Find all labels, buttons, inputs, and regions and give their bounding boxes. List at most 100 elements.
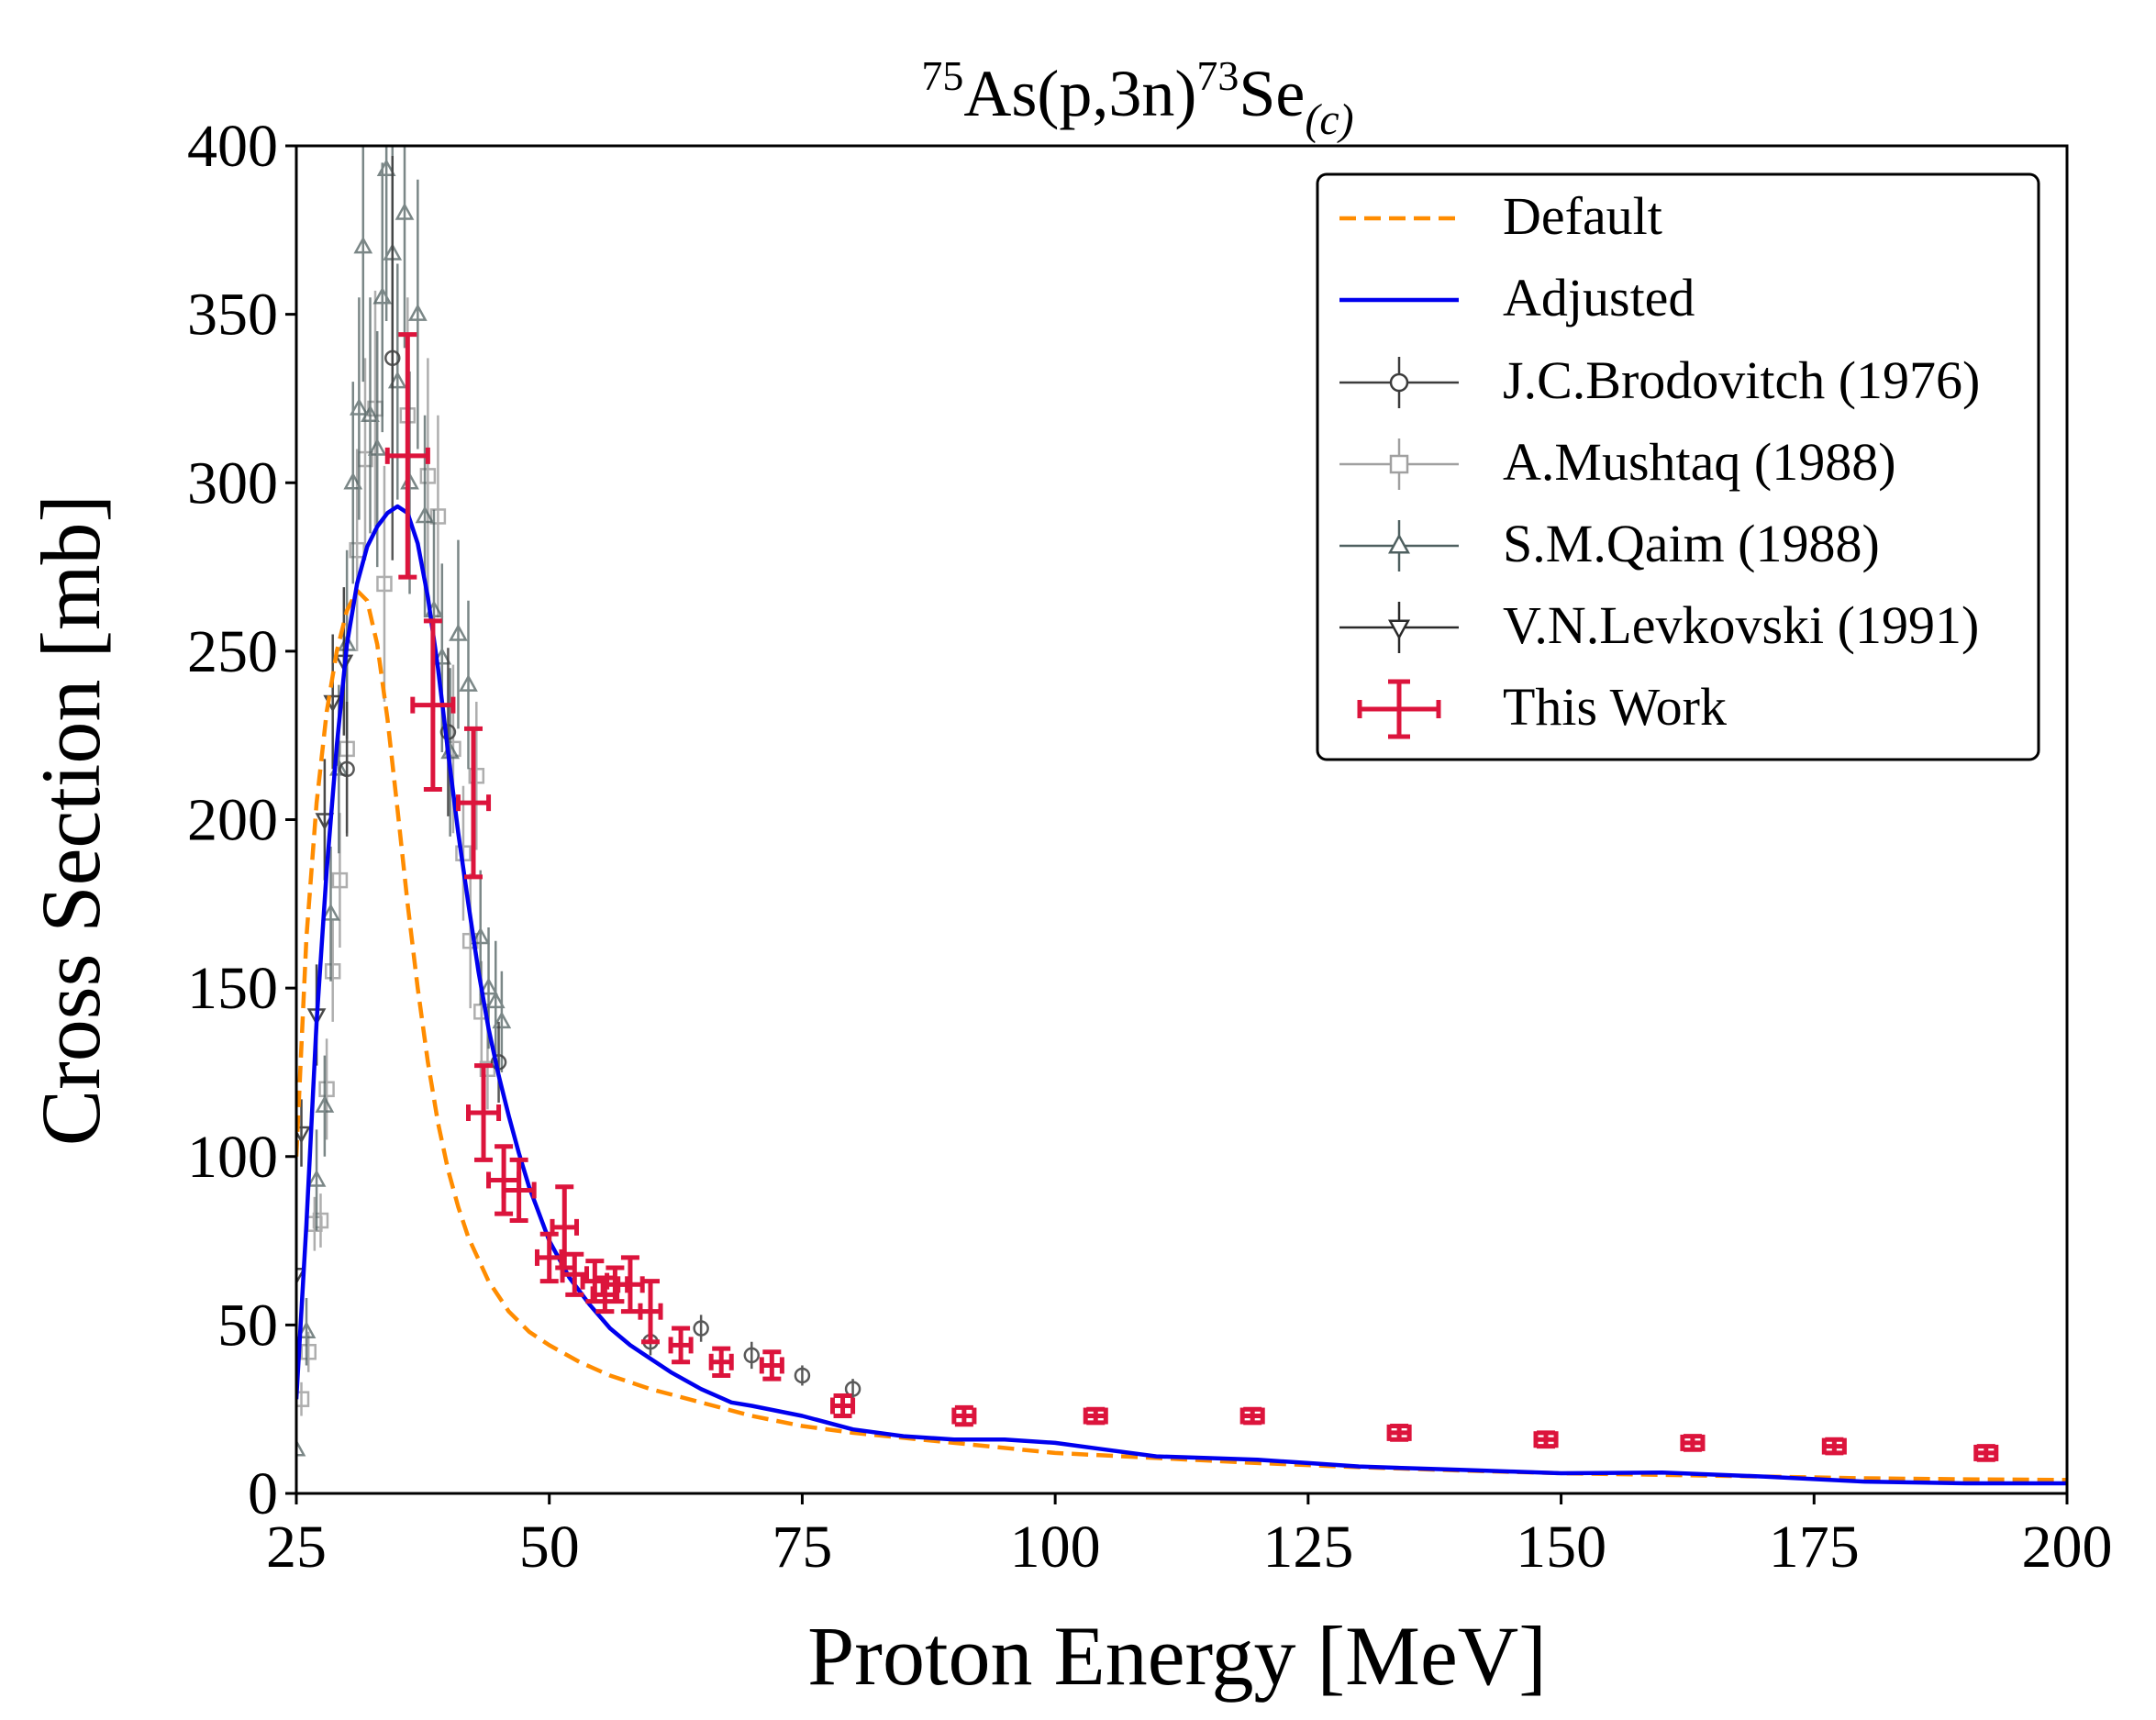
y-tick-label: 150 <box>187 955 278 1022</box>
brodovitch-point <box>384 350 401 367</box>
thiswork-point <box>455 726 492 880</box>
legend-label-adjusted: Adjusted <box>1503 268 1695 327</box>
legend-label-brodovitch: J.C.Brodovitch (1976) <box>1503 350 1980 410</box>
mushtaq-point <box>318 1081 335 1098</box>
thiswork-point <box>708 1346 734 1378</box>
thiswork-point <box>616 1255 645 1315</box>
qaim-point <box>306 1169 327 1187</box>
mushtaq-point <box>331 871 349 889</box>
legend-marker-mushtaq <box>1389 454 1409 474</box>
thiswork-point <box>830 1393 856 1419</box>
legend-marker-levkovski <box>1387 619 1411 640</box>
qaim-point <box>449 623 468 641</box>
y-tick-label: 250 <box>187 618 278 685</box>
chart-title: 75As(p,3n)73Se(c) <box>921 52 1353 144</box>
thiswork-point <box>1821 1437 1847 1456</box>
thiswork-point <box>1239 1406 1265 1426</box>
brodovitch-point <box>794 1367 811 1384</box>
y-tick-label: 100 <box>187 1124 278 1191</box>
qaim-point <box>395 202 415 220</box>
qaim-point <box>376 159 396 176</box>
mushtaq-point <box>300 1344 317 1360</box>
axes-ticks: 25 50 75 100 125 150 175 200 0 50 100 150 200 250 300 3… <box>187 113 2113 1581</box>
qaim-point <box>353 236 373 254</box>
x-tick-label: 175 <box>1769 1514 1860 1581</box>
mushtaq-point <box>312 1212 329 1229</box>
levkovski-point <box>296 1268 306 1285</box>
qaim-point <box>479 977 498 995</box>
thiswork-point <box>1973 1444 1999 1462</box>
legend-marker-brodovitch <box>1389 372 1409 393</box>
thiswork-point <box>410 618 456 792</box>
y-axis-label: Cross Section [mb] <box>24 494 117 1146</box>
thiswork-point <box>668 1326 694 1365</box>
thiswork-point <box>486 1144 522 1216</box>
curve-default <box>296 588 2067 1482</box>
legend-label-levkovski: V.N.Levkovski (1991) <box>1503 595 1979 655</box>
legend-swatch-thiswork <box>1357 679 1441 739</box>
brodovitch-point <box>693 1320 709 1337</box>
series-thiswork <box>384 332 1999 1462</box>
qaim-point <box>361 405 380 423</box>
series-brodovitch <box>339 156 861 1400</box>
qaim-point <box>350 397 369 416</box>
y-tick-label: 400 <box>187 113 278 180</box>
curve-adjusted <box>296 504 2067 1486</box>
mushtaq-point <box>296 1391 310 1407</box>
mushtaq-point <box>429 508 447 525</box>
y-tick-label: 300 <box>187 449 278 516</box>
plot-area <box>296 146 2067 1486</box>
legend-label-mushtaq: A.Mushtaq (1988) <box>1503 432 1896 492</box>
qaim-point <box>459 674 478 692</box>
x-tick-label: 100 <box>1010 1514 1101 1581</box>
brodovitch-point <box>339 760 355 778</box>
qaim-point <box>315 1095 335 1113</box>
y-tick-label: 50 <box>217 1292 278 1359</box>
levkovski-point <box>315 813 335 831</box>
qaim-point <box>471 927 491 945</box>
legend-label-qaim: S.M.Qaim (1988) <box>1503 514 1880 573</box>
thiswork-point <box>501 1157 537 1224</box>
thiswork-point <box>384 332 430 580</box>
legend-box <box>1316 172 2040 761</box>
brodovitch-point <box>743 1347 761 1364</box>
y-tick-label: 0 <box>248 1460 278 1527</box>
mushtaq-point <box>349 541 365 559</box>
thiswork-point <box>1680 1434 1706 1452</box>
qaim-point <box>387 371 407 389</box>
legend-label-thiswork: This Work <box>1503 677 1727 737</box>
qaim-point <box>296 1438 306 1457</box>
x-axis-label: Proton Energy [MeV] <box>807 1609 1547 1703</box>
legend: Default Adjusted J.C.Brodovitch (1976) A… <box>1316 172 2040 761</box>
x-tick-label: 125 <box>1262 1514 1353 1581</box>
qaim-point <box>492 1011 512 1029</box>
legend-marker-qaim <box>1387 533 1411 554</box>
qaim-point <box>321 903 340 921</box>
x-tick-label: 50 <box>519 1514 580 1581</box>
thiswork-point <box>1083 1406 1108 1426</box>
brodovitch-point <box>844 1381 861 1397</box>
mushtaq-point <box>419 468 437 484</box>
qaim-point <box>367 438 387 456</box>
series-mushtaq <box>296 290 496 1416</box>
mushtaq-point <box>324 963 341 980</box>
mushtaq-point <box>461 932 479 949</box>
thiswork-point <box>638 1279 663 1345</box>
y-tick-label: 350 <box>187 282 278 349</box>
mushtaq-point <box>468 768 485 784</box>
x-tick-label: 25 <box>266 1514 327 1581</box>
thiswork-point <box>1386 1424 1412 1442</box>
qaim-point <box>296 1321 317 1338</box>
legend-label-default: Default <box>1503 186 1662 246</box>
qaim-point <box>415 505 435 524</box>
x-tick-label: 75 <box>772 1514 832 1581</box>
thiswork-point <box>759 1349 784 1382</box>
x-tick-label: 150 <box>1516 1514 1606 1581</box>
thiswork-point <box>951 1404 977 1427</box>
thiswork-point <box>534 1231 564 1284</box>
qaim-point <box>343 472 363 490</box>
mushtaq-point <box>376 575 393 593</box>
x-tick-label: 200 <box>2022 1514 2113 1581</box>
thiswork-point <box>465 1063 502 1162</box>
